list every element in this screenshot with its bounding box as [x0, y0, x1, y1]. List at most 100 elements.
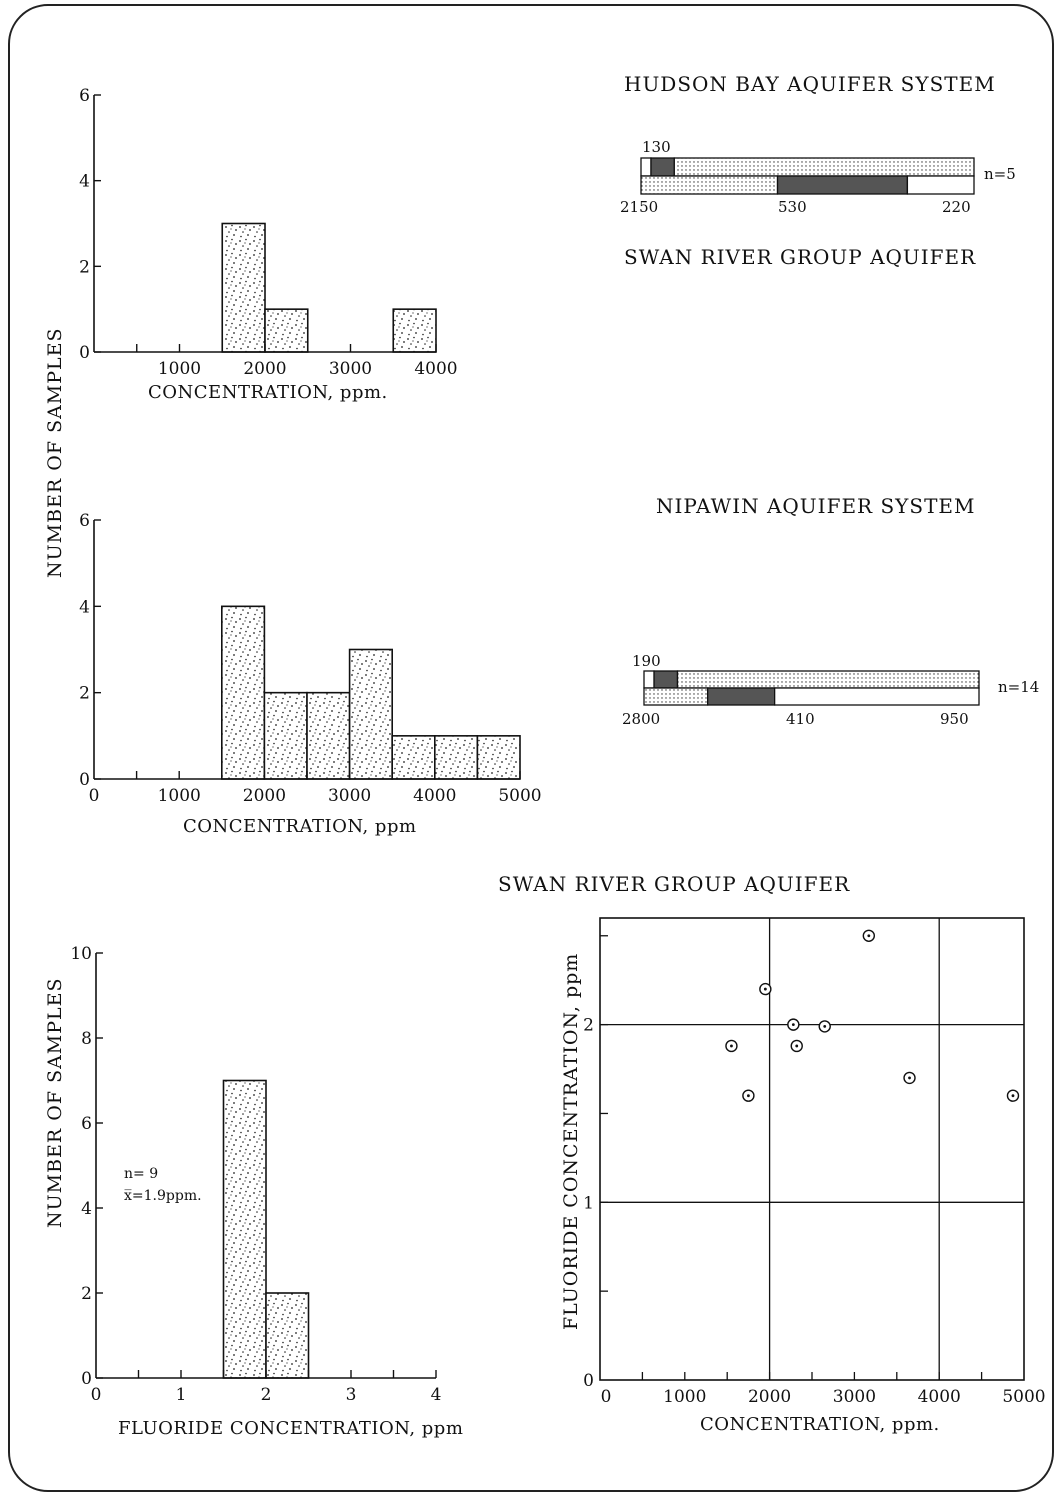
y-tick-label: 4 [81, 1199, 92, 1219]
x-tick-label: 0 [89, 786, 100, 806]
x-tick-label: 5000 [498, 786, 541, 806]
y-tick-label: 2 [79, 257, 90, 277]
scatter-plot: 0 1000 2000 3000 4000 5000 0 1 2 [583, 917, 1046, 1407]
annotation-n: n= 9 [124, 1166, 159, 1182]
histogram-bar [433, 735, 479, 780]
histogram-top: 0 2 4 6 1000 2000 3000 4000 [79, 86, 457, 379]
top-bar-stipple-segment [673, 157, 975, 177]
scatter-point-center [795, 1044, 799, 1048]
bottom-bar-white-segment [906, 175, 975, 195]
x-tick-label: 0 [91, 1385, 102, 1405]
scatter-point-center [747, 1094, 750, 1098]
y-tick-label: 4 [79, 172, 90, 192]
y-tick-label: 8 [81, 1029, 92, 1049]
x-tick-label: 3000 [328, 786, 371, 806]
histogram-bar [392, 308, 437, 353]
annotation-mean: x̅=1.9ppm. [124, 1188, 202, 1204]
x-tick-label: 1000 [158, 786, 201, 806]
nipawin-n-label: n=14 [998, 678, 1040, 696]
x-axis-label-bottom-hist: FLUORIDE CONCENTRATION, ppm [118, 1418, 464, 1439]
top-bar-white-segment [643, 670, 655, 689]
x-tick-label: 3 [346, 1385, 357, 1405]
x-axis-label-scatter: CONCENTRATION, ppm. [700, 1414, 940, 1435]
histogram-bar [221, 605, 266, 780]
y-tick-label: 10 [70, 944, 92, 964]
x-tick-label: 4000 [413, 786, 456, 806]
y-tick-label: 0 [79, 770, 90, 790]
stacked-bars-hudson [640, 157, 975, 195]
y-tick-label: 6 [79, 511, 90, 531]
y-tick-label: 1 [583, 1193, 594, 1213]
bottom-bar-dark-segment [707, 687, 776, 706]
x-tick-label: 2000 [748, 1387, 791, 1407]
y-tick-label: 6 [81, 1114, 92, 1134]
x-tick-label: 4000 [918, 1387, 961, 1407]
title-swan-river-top: SWAN RIVER GROUP AQUIFER [624, 245, 977, 269]
y-axis-label-scatter: FLUORIDE CONCENTRATION, ppm [560, 952, 582, 1330]
nipawin-bottom-value-2: 410 [786, 710, 815, 728]
bottom-bar-white-segment [774, 687, 980, 706]
x-tick-label: 2000 [243, 359, 286, 379]
histogram-bar [306, 691, 351, 780]
y-tick-label: 0 [79, 343, 90, 363]
histogram-bar [391, 735, 436, 780]
y-tick-label: 6 [79, 86, 90, 106]
x-tick-label: 4 [431, 1385, 442, 1405]
y-axis-label-bottom-hist: NUMBER OF SAMPLES [44, 977, 66, 1228]
y-tick-label: 0 [81, 1369, 92, 1389]
histogram-bar [265, 1292, 310, 1379]
x-tick-label: 5000 [1002, 1387, 1045, 1407]
hudson-top-value: 130 [642, 138, 671, 156]
top-bar-dark-segment [653, 670, 679, 689]
scatter-point-center [730, 1044, 733, 1048]
histogram-bar [264, 308, 309, 353]
x-tick-label: 2 [261, 1385, 272, 1405]
nipawin-bottom-value-1: 2800 [622, 710, 661, 728]
x-tick-label: 3000 [329, 359, 372, 379]
scatter-point-center [867, 934, 871, 938]
x-tick-label: 1000 [663, 1387, 706, 1407]
bottom-bar-dark-segment [776, 175, 909, 195]
x-tick-label: 4000 [414, 359, 457, 379]
top-bar-dark-segment [650, 157, 675, 177]
histogram-bar [476, 735, 521, 780]
top-bar-stipple-segment [676, 670, 980, 689]
y-tick-label: 2 [79, 684, 90, 704]
hudson-n-label: n=5 [984, 165, 1016, 183]
x-tick-label: 1000 [158, 359, 201, 379]
stacked-bars-nipawin [643, 670, 980, 706]
scatter-frame [599, 917, 1025, 1381]
histogram-middle: 0 2 4 6 0 1000 2000 3000 4000 5000 [79, 511, 541, 806]
scatter-point-center [908, 1076, 911, 1080]
x-tick-label: 3000 [833, 1387, 876, 1407]
hudson-bottom-value-1: 2150 [620, 198, 659, 216]
x-tick-label: 2000 [243, 786, 286, 806]
x-axis-label-middle-hist: CONCENTRATION, ppm [183, 816, 417, 837]
histogram-bar [222, 1079, 267, 1379]
y-tick-label: 0 [583, 1371, 594, 1391]
shared-y-axis-label: NUMBER OF SAMPLES [44, 327, 66, 578]
scatter-point-center [791, 1023, 795, 1027]
top-bar-white-segment [640, 157, 652, 177]
scatter-point-center [1011, 1094, 1015, 1098]
title-nipawin: NIPAWIN AQUIFER SYSTEM [656, 494, 976, 518]
scatter-point-center [823, 1024, 827, 1028]
histogram-bar [348, 648, 394, 780]
hudson-bottom-value-3: 220 [942, 198, 971, 216]
histogram-bar [221, 222, 266, 353]
x-axis-label-top-hist: CONCENTRATION, ppm. [148, 382, 388, 403]
histogram-bar [263, 691, 308, 780]
title-swan-river-bottom: SWAN RIVER GROUP AQUIFER [498, 872, 851, 896]
bottom-bar-stipple-segment [643, 687, 709, 706]
title-hudson-bay: HUDSON BAY AQUIFER SYSTEM [624, 72, 996, 96]
x-tick-label: 1 [176, 1385, 187, 1405]
nipawin-top-value: 190 [632, 652, 661, 670]
y-tick-label: 2 [583, 1016, 594, 1036]
bottom-bar-stipple-segment [640, 175, 779, 195]
y-tick-label: 2 [81, 1284, 92, 1304]
x-tick-label: 0 [601, 1387, 612, 1407]
scatter-point-center [763, 987, 767, 991]
nipawin-bottom-value-3: 950 [940, 710, 969, 728]
page-frame [8, 4, 1054, 1492]
